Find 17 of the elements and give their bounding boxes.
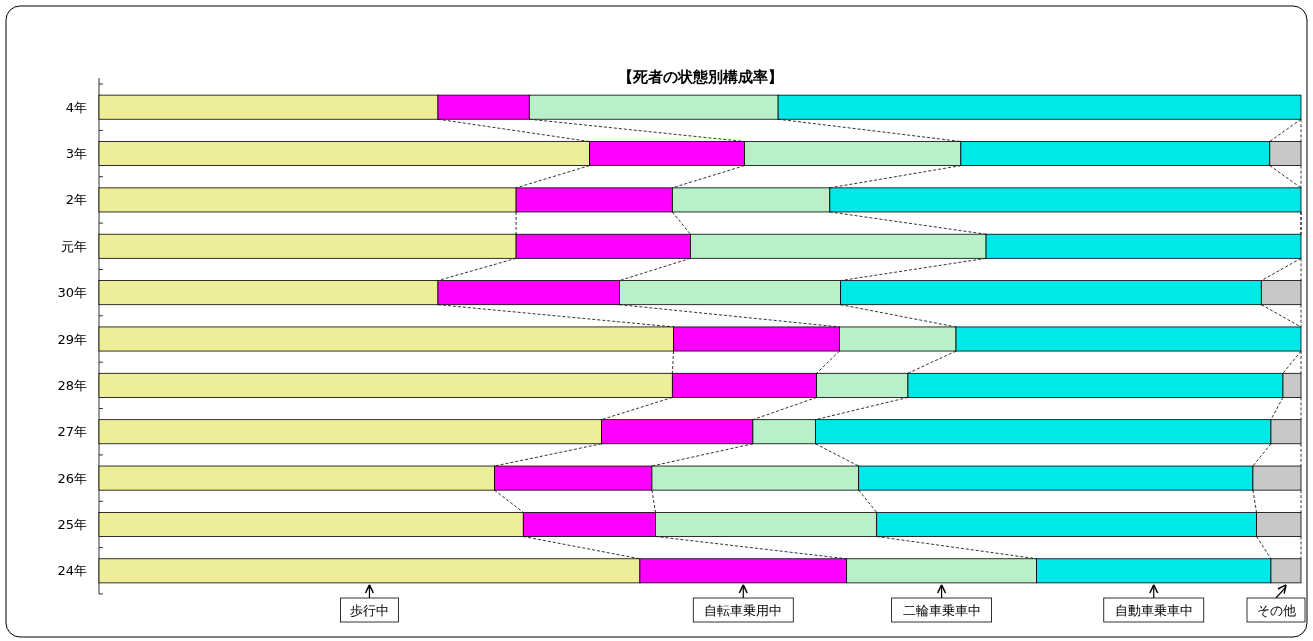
y-tick-label: 元年	[61, 238, 87, 254]
y-tick-label: 27年	[57, 424, 87, 440]
legend-label: 歩行中	[349, 602, 389, 618]
y-tick-label: 26年	[57, 470, 87, 486]
legend-label: その他	[1256, 602, 1296, 618]
chart-title: 【死者の状態別構成率】	[617, 68, 783, 86]
y-tick-label: 2年	[65, 192, 87, 208]
y-tick-label: 4年	[65, 99, 87, 115]
y-tick-label: 24年	[57, 563, 87, 579]
y-tick-label: 25年	[57, 517, 87, 532]
y-tick-label: 3年	[65, 146, 87, 162]
y-tick-label: 28年	[57, 377, 87, 393]
legend-label: 二輪車乗車中	[902, 602, 981, 618]
legend-label: 自動車乗車中	[1114, 602, 1193, 618]
y-tick-label: 30年	[57, 285, 87, 301]
legend-label: 自転車乗用中	[704, 602, 783, 618]
y-tick-label: 29年	[57, 331, 87, 347]
